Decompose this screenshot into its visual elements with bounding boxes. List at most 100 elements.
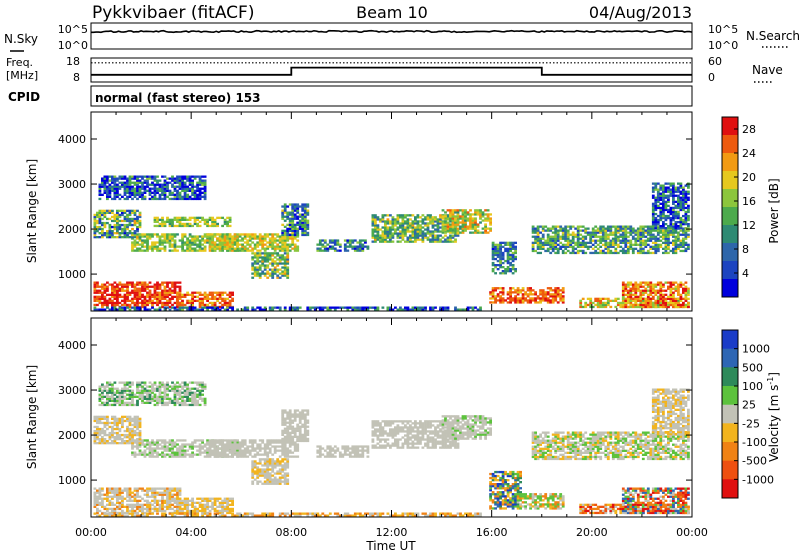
heatmap-cell	[278, 268, 282, 271]
heatmap-cell	[283, 270, 287, 273]
heatmap-cell	[153, 507, 157, 511]
heatmap-cell	[479, 215, 482, 218]
heatmap-cell	[664, 182, 668, 185]
heatmap-cell	[243, 245, 247, 248]
heatmap-cell	[646, 303, 650, 307]
power-colorbar-tick-label: 8	[742, 243, 749, 256]
heatmap-cell	[141, 439, 144, 442]
heatmap-cell	[318, 243, 322, 246]
heatmap-cell	[111, 289, 114, 292]
heatmap-cell	[226, 303, 229, 307]
heatmap-cell	[356, 306, 360, 309]
heatmap-cell	[186, 195, 189, 198]
heatmap-cell	[103, 303, 107, 307]
heatmap-cell	[679, 283, 683, 286]
heatmap-cell	[258, 254, 262, 257]
heatmap-cell	[646, 229, 650, 232]
power-colorbar-tick-label: 24	[742, 147, 756, 160]
heatmap-cell	[621, 233, 625, 236]
heatmap-cell	[146, 493, 149, 496]
heatmap-cell	[609, 243, 613, 246]
heatmap-cell	[474, 221, 477, 224]
heatmap-cell	[201, 505, 204, 508]
heatmap-cell	[148, 285, 152, 288]
heatmap-cell	[141, 249, 144, 252]
heatmap-cell	[626, 285, 630, 288]
heatmap-cell	[176, 175, 179, 178]
heatmap-cell	[198, 183, 202, 186]
heatmap-cell	[431, 238, 435, 241]
heatmap-cell	[218, 235, 222, 238]
heatmap-cell	[241, 233, 244, 236]
heatmap-cell	[376, 230, 380, 233]
heatmap-cell	[524, 299, 527, 302]
heatmap-cell	[421, 222, 425, 225]
heatmap-cell	[163, 291, 167, 294]
heatmap-cell	[444, 231, 447, 234]
heatmap-cell	[466, 213, 470, 216]
heatmap-cell	[126, 181, 129, 184]
heatmap-cell	[599, 225, 603, 228]
heatmap-cell	[351, 245, 355, 248]
heatmap-cell	[576, 229, 580, 232]
heatmap-cell	[491, 293, 495, 296]
heatmap-cell	[176, 489, 179, 492]
heatmap-cell	[111, 232, 114, 235]
heatmap-cell	[186, 509, 189, 513]
heatmap-cell	[684, 221, 688, 224]
heatmap-cell	[126, 189, 129, 192]
heatmap-cell	[459, 231, 462, 234]
heatmap-cell	[604, 233, 608, 236]
heatmap-cell	[193, 501, 197, 504]
heatmap-cell	[231, 509, 234, 513]
heatmap-cell	[228, 507, 232, 511]
power-colorbar-tick-label: 12	[742, 219, 756, 232]
heatmap-cell	[133, 245, 137, 248]
heatmap-cell	[677, 202, 680, 205]
heatmap-cell	[679, 243, 683, 246]
heatmap-cell	[118, 287, 122, 290]
heatmap-cell	[143, 287, 147, 290]
heatmap-cell	[286, 262, 290, 265]
heatmap-cell	[121, 299, 124, 302]
heatmap-cell	[113, 236, 117, 239]
heatmap-cell	[679, 297, 683, 300]
heatmap-cell	[646, 249, 650, 253]
heatmap-cell	[556, 247, 560, 250]
heatmap-cell	[153, 293, 157, 296]
heatmap-cell	[221, 233, 224, 236]
heatmap-cell	[131, 291, 134, 294]
heatmap-cell	[316, 249, 320, 252]
heatmap-cell	[644, 241, 648, 244]
heatmap-cell	[619, 241, 623, 244]
heatmap-cell	[111, 501, 114, 504]
heatmap-cell	[323, 241, 327, 244]
heatmap-cell	[161, 505, 164, 508]
heatmap-cell	[426, 226, 430, 229]
heatmap-cell	[168, 289, 172, 292]
heatmap-cell	[153, 443, 157, 446]
heatmap-cell	[386, 306, 390, 309]
heatmap-cell	[188, 183, 192, 186]
heatmap-cell	[193, 220, 197, 223]
heatmap-cell	[198, 293, 202, 296]
heatmap-cell	[494, 295, 497, 298]
heatmap-cell	[651, 188, 655, 191]
heatmap-cell	[111, 308, 114, 311]
heatmap-cell	[303, 207, 307, 210]
heatmap-cell	[421, 226, 425, 229]
heatmap-cell	[256, 258, 260, 261]
heatmap-cell	[331, 247, 335, 250]
heatmap-cell	[228, 509, 232, 513]
heatmap-cell	[559, 293, 563, 296]
heatmap-cell	[176, 293, 179, 296]
heatmap-cell	[161, 289, 164, 292]
heatmap-cell	[121, 230, 124, 233]
heatmap-cell	[283, 233, 287, 237]
heatmap-cell	[168, 301, 172, 305]
heatmap-cell	[156, 175, 159, 178]
heatmap-cell	[181, 507, 184, 511]
heatmap-cell	[126, 179, 129, 182]
heatmap-cell	[193, 239, 197, 242]
heatmap-cell	[141, 185, 144, 188]
